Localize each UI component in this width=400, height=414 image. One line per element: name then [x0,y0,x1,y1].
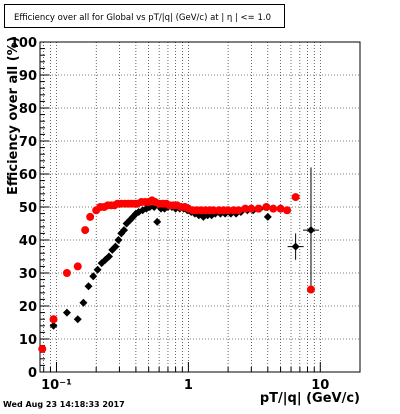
x-axis-label: pT/|q| (GeV/c) [259,391,360,406]
x-tick-label: 10 [311,378,329,393]
data-point [84,282,93,291]
data-point [111,242,120,251]
y-tick-label: 20 [19,300,37,315]
data-point [247,204,256,213]
data-point [122,219,131,228]
datestamp: Wed Aug 23 14:18:33 2017 [3,400,125,409]
x-axis-ticks: 10⁻¹ 1 10 [41,362,361,393]
y-tick-label: 100 [10,36,37,51]
data-point [49,315,58,324]
data-point [62,308,71,317]
y-tick-label: 30 [19,267,37,282]
data-point [234,206,243,215]
x-tick-label: 10⁻¹ [41,378,72,393]
data-point [73,262,82,271]
data-series [38,167,319,353]
title-box: Efficiency over all for Global vs pT/|q|… [4,4,285,28]
data-point [241,204,250,213]
series-black [49,167,319,330]
data-point [269,204,278,213]
data-point [263,212,272,221]
data-point [101,255,110,264]
chart-title: Efficiency over all for Global vs pT/|q|… [14,13,272,23]
data-point [79,298,88,307]
data-point [104,252,113,261]
data-point [306,285,315,294]
data-point [262,203,271,211]
data-point [93,265,102,274]
data-point [49,321,58,330]
y-tick-label: 10 [19,333,37,348]
data-point [291,242,300,251]
data-point [89,272,98,281]
y-tick-label: 0 [28,366,37,381]
data-point [114,236,123,244]
y-tick-label: 40 [19,234,37,249]
y-tick-label: 60 [19,168,37,183]
y-axis-label: Efficiency over all (%) [6,36,21,195]
data-point [38,344,47,353]
y-tick-label: 90 [19,69,37,84]
data-point [73,315,82,324]
data-point [153,217,162,226]
data-point [120,226,129,235]
data-point [81,226,90,235]
data-point [291,193,300,202]
series-red [38,193,315,353]
y-tick-label: 80 [19,102,37,117]
data-point [276,204,285,213]
y-tick-label: 70 [19,135,37,150]
y-tick-label: 50 [19,201,37,216]
data-point [86,212,95,221]
x-tick-label: 1 [184,378,193,393]
data-point [254,204,263,213]
data-point [62,269,71,277]
data-point [283,206,292,215]
data-point [306,226,315,235]
